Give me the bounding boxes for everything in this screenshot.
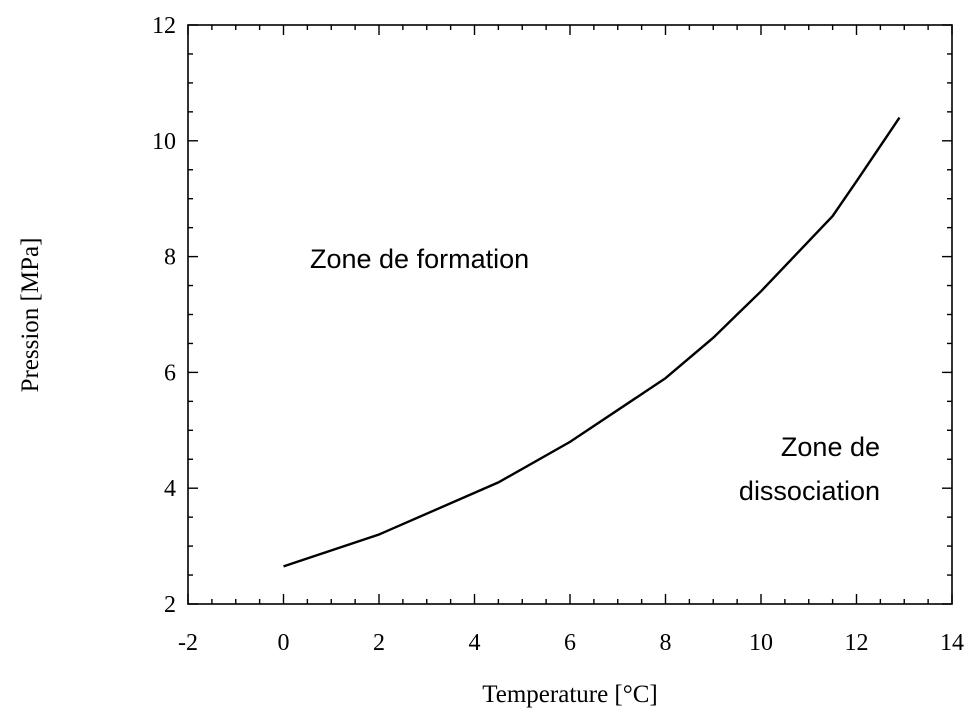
annotation-dissociation-zone-line1: Zone de <box>781 432 880 462</box>
axis-ticks <box>187 24 953 605</box>
y-tick-labels: 2 4 6 8 10 12 <box>152 13 176 618</box>
equilibrium-curve <box>283 116 901 568</box>
annotation-formation-zone: Zone de formation <box>310 244 529 274</box>
x-tick-label: 14 <box>940 630 964 656</box>
x-tick-label: 2 <box>373 630 385 656</box>
y-tick-label: 4 <box>164 476 176 502</box>
x-tick-label: -2 <box>178 630 198 656</box>
x-axis-title: Temperature [°C] <box>482 681 658 708</box>
y-tick-label: 6 <box>164 360 176 386</box>
annotation-dissociation-zone-line2: dissociation <box>739 476 880 506</box>
x-tick-label: 6 <box>564 630 576 656</box>
y-tick-label: 10 <box>152 129 176 155</box>
y-axis-title: Pression [MPa] <box>17 238 44 393</box>
y-tick-label: 2 <box>164 592 176 618</box>
x-tick-label: 12 <box>845 630 869 656</box>
y-tick-label: 8 <box>164 245 176 271</box>
x-tick-label: 0 <box>278 630 290 656</box>
x-tick-label: 4 <box>469 630 481 656</box>
y-tick-label: 12 <box>152 13 176 39</box>
plot-frame <box>187 24 953 605</box>
x-tick-label: 8 <box>660 630 672 656</box>
x-tick-label: 10 <box>749 630 773 656</box>
x-tick-labels: -2 0 2 4 6 8 10 12 14 <box>178 630 964 656</box>
